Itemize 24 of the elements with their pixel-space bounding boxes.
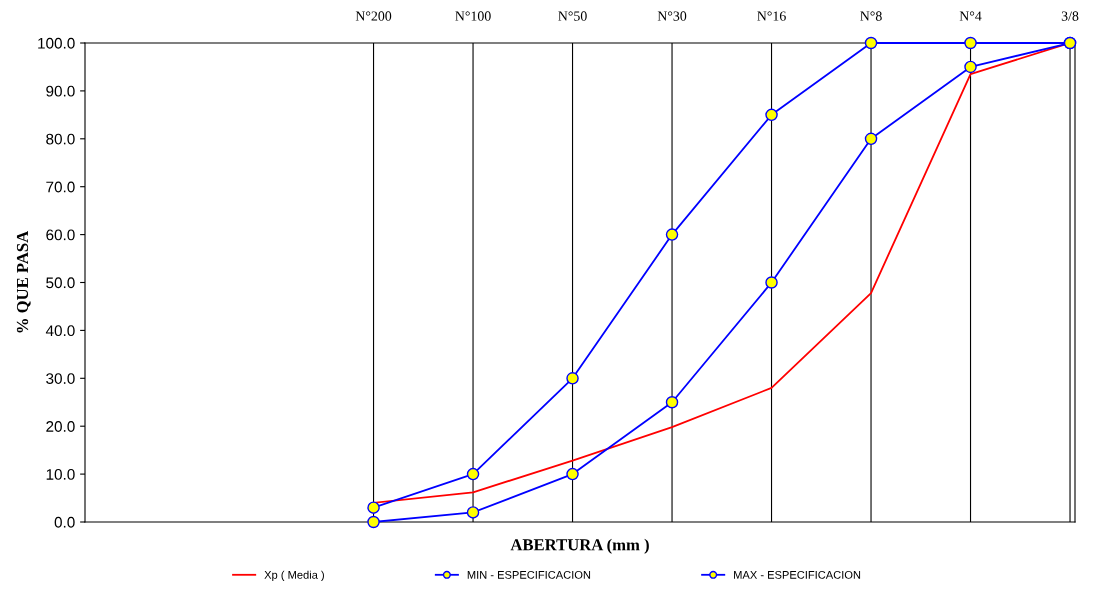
y-tick-label: 10.0 (46, 468, 75, 480)
x-tick-label: N°50 (558, 11, 587, 21)
y-tick-label: 100.0 (38, 37, 75, 49)
x-tick-label: N°200 (355, 11, 392, 21)
y-tick-label: 0.0 (54, 516, 75, 528)
y-tick-label: 60.0 (46, 229, 75, 241)
y-tick-label: 90.0 (46, 85, 75, 97)
x-tick-label: N°16 (757, 11, 786, 21)
y-tick-label: 80.0 (46, 133, 75, 145)
x-tick-label: N°100 (455, 11, 491, 21)
y-tick-label: 70.0 (46, 181, 75, 193)
legend-label: MIN - ESPECIFICACION (467, 570, 591, 579)
y-tick-label: 30.0 (46, 373, 75, 384)
y-axis-title: % QUE PASA (16, 230, 31, 333)
y-tick-label: 40.0 (45, 325, 75, 337)
x-tick-label: N°4 (959, 11, 982, 21)
legend-label: Xp ( Media ) (264, 570, 324, 581)
x-axis-title: ABERTURA (mm ) (510, 538, 649, 554)
x-tick-label: 3/8 (1061, 11, 1079, 21)
y-tick-label: 20.0 (46, 421, 75, 432)
y-tick-label: 50.0 (46, 277, 75, 289)
legend-label: MAX - ESPECIFICACION (734, 570, 861, 579)
x-tick-label: N°8 (860, 11, 882, 21)
x-tick-label: N°30 (657, 11, 687, 21)
